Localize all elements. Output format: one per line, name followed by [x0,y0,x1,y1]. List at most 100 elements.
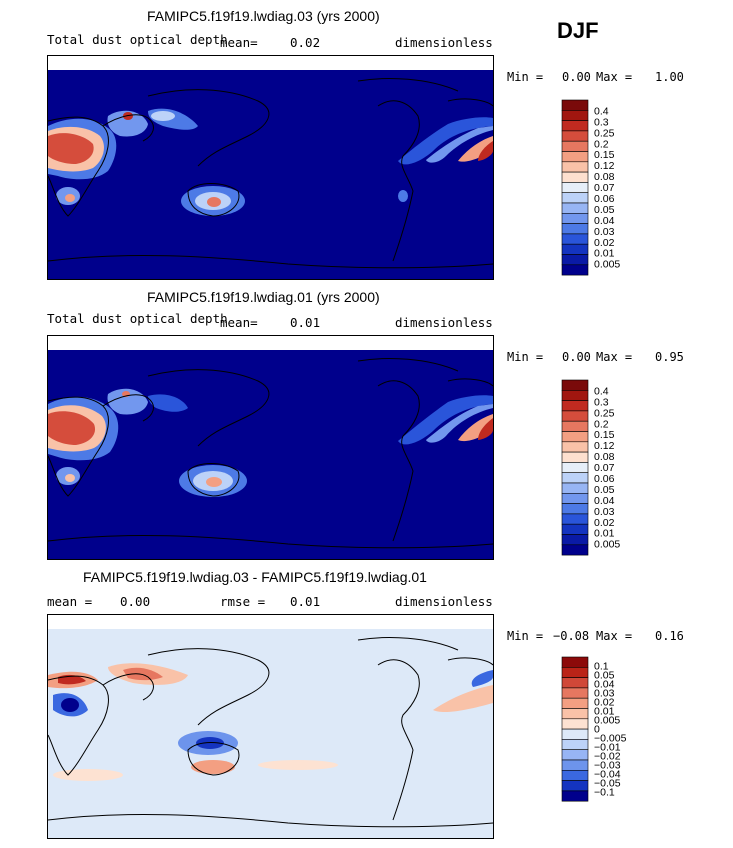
panel3-colorbar-box [561,718,589,730]
panel1-colorbar-label: 0.07 [594,182,615,194]
panel1-colorbar-box [561,192,589,204]
panel1-dust-atlantic-mid [426,126,493,163]
panel1-colorbar-label: 0.12 [594,160,615,172]
panel3-colorbar-label: −0.03 [594,760,621,772]
panel3-colorbar-box [561,780,589,792]
panel2-max-label: Max = [596,350,633,364]
panel2-colorbar-box [561,431,589,443]
panel2-colorbar-label: 0.04 [594,495,615,507]
panel3-colorbar-label: −0.04 [594,769,621,781]
panel1-coastlines [48,78,493,269]
panel1-colorbar-box [561,120,589,132]
panel2-dust-australia-core [206,477,222,487]
panel2-colorbar-box [561,482,589,494]
panel3-colorbar-label: 0.05 [594,670,615,682]
panel1-dust-kalahari-core [65,194,75,202]
panel1-mean-value: 0.02 [290,35,321,50]
panel3-colorbar-label: 0.01 [594,706,615,718]
panel3-colorbar-box [561,656,589,668]
panel2-mean-value: 0.01 [290,315,321,330]
panel1-colorbar-box [561,223,589,235]
panel1-variable: Total dust optical depth [47,32,228,47]
panel1-colorbar-box [561,151,589,163]
panel2-colorbar-label: 0.2 [594,418,609,430]
panel1-colorbar-label: 0.01 [594,248,615,260]
panel2-colorbar-box [561,513,589,525]
panel2-colorbar-box [561,462,589,474]
panel1-colorbar-label: 0.15 [594,149,615,161]
panel2-colorbar-box [561,390,589,401]
panel2-dust-africa-core [48,411,96,445]
panel1-colorbar-label: 0.06 [594,193,615,205]
panel1-colorbar-box [561,243,589,255]
panel2-colorbar-label: 0.12 [594,440,615,452]
panel2-colorbar-label: 0.03 [594,506,615,518]
panel1-map [47,55,494,280]
season-label: DJF [557,18,599,43]
panel2-dust-kalahari-core [65,474,75,482]
panel3-colorbar-box [561,739,589,751]
panel3-colorbar-box [561,749,589,761]
panel1-colorbar-box [561,264,589,276]
panel3-max-value: 0.16 [655,629,684,643]
panel3-colorbar-box [561,677,589,689]
panel1-colorbar-box [561,161,589,173]
panel2-colorbar-box [561,544,589,556]
panel1-ocean-field [48,70,493,279]
panel3-diff-southern-pos [53,769,123,781]
panel3-diff-sahel-strong [58,674,86,685]
panel2-colorbar-label: 0.3 [594,396,609,408]
panel1-colorbar-box [561,254,589,266]
panel1-colorbar-box [561,99,589,111]
panel2-colorbar-label: 0.08 [594,451,615,463]
panel3-map-svg [48,629,493,838]
panel3-colorbar-label: −0.1 [594,787,615,799]
panel3-colorbar-label: 0.03 [594,688,615,700]
panel2-colorbar-label: 0.005 [594,539,620,551]
panel2-colorbar-box [561,379,589,391]
panel1-min-label: Min = [507,70,544,84]
panel2-min-value: 0.00 [562,350,591,364]
panel2-map [47,335,494,560]
panel1-colorbar-label: 0.4 [594,105,609,117]
panel3-colorbar-label: 0.005 [594,715,620,727]
panel3-map [47,614,494,839]
panel1-colorbar-label: 0.02 [594,237,615,249]
panel3-diff-pacific-pos [258,760,338,770]
panel3-colorbar-label: 0.04 [594,679,615,691]
panel3-colorbar-box [561,708,589,720]
panel3-colorbar: 0.1 0.05 0.04 0.03 0.02 0.01 0.005 0 −0.005 −0.01… [561,656,632,831]
panel3-title: FAMIPC5.f19f19.lwdiag.03 - FAMIPC5.f19f1… [83,569,427,585]
panel2-colorbar-label: 0.15 [594,429,615,441]
panel1-colorbar-box [561,213,589,224]
panel3-colorbar-label: 0.02 [594,697,615,709]
panel1-units: dimensionless [395,35,493,50]
panel3-colorbar-box [561,728,589,740]
panel3-rmse-value: 0.01 [290,594,321,609]
panel1-dust-sa [398,190,408,202]
panel2-max-value: 0.95 [655,350,684,364]
panel3-mean-label: mean = [47,594,93,609]
panel2-colorbar-label: 0.02 [594,517,615,529]
panel2-colorbar-box [561,534,589,546]
panel1-colorbar-label: 0.04 [594,215,615,227]
panel2-colorbar-svg: 0.40.30.250.20.150.120.080.070.060.050.0… [561,379,620,556]
panel3-colorbar-label: −0.005 [594,733,627,745]
panel1-colorbar-label: 0.005 [594,259,620,271]
panel3-mean-value: 0.00 [120,594,151,609]
panel3-diff-australia-pos [191,760,235,774]
panel2-colorbar-box [561,503,589,515]
panel1-colorbar: 0.4 0.3 0.25 0.2 0.15 0.12 0.08 0.07 0.06 0.05 0.0… [561,99,632,276]
panel2-colorbar: 0.4 0.3 0.25 0.2 0.15 0.12 0.08 0.07 0.06 0.05 0.0… [561,379,632,556]
panel2-colorbar-label: 0.06 [594,473,615,485]
panel2-colorbar-label: 0.25 [594,407,615,419]
panel3-zero-field [48,629,493,838]
panel3-colorbar-box [561,790,589,802]
panel1-colorbar-box [561,130,589,142]
panel2-colorbar-box [561,472,589,484]
panel1-colorbar-box [561,233,589,245]
panel3-colorbar-label: 0 [594,724,600,736]
panel1-max-label: Max = [596,70,633,84]
panel3-colorbar-label: −0.01 [594,742,621,754]
panel1-colorbar-box [561,140,589,152]
